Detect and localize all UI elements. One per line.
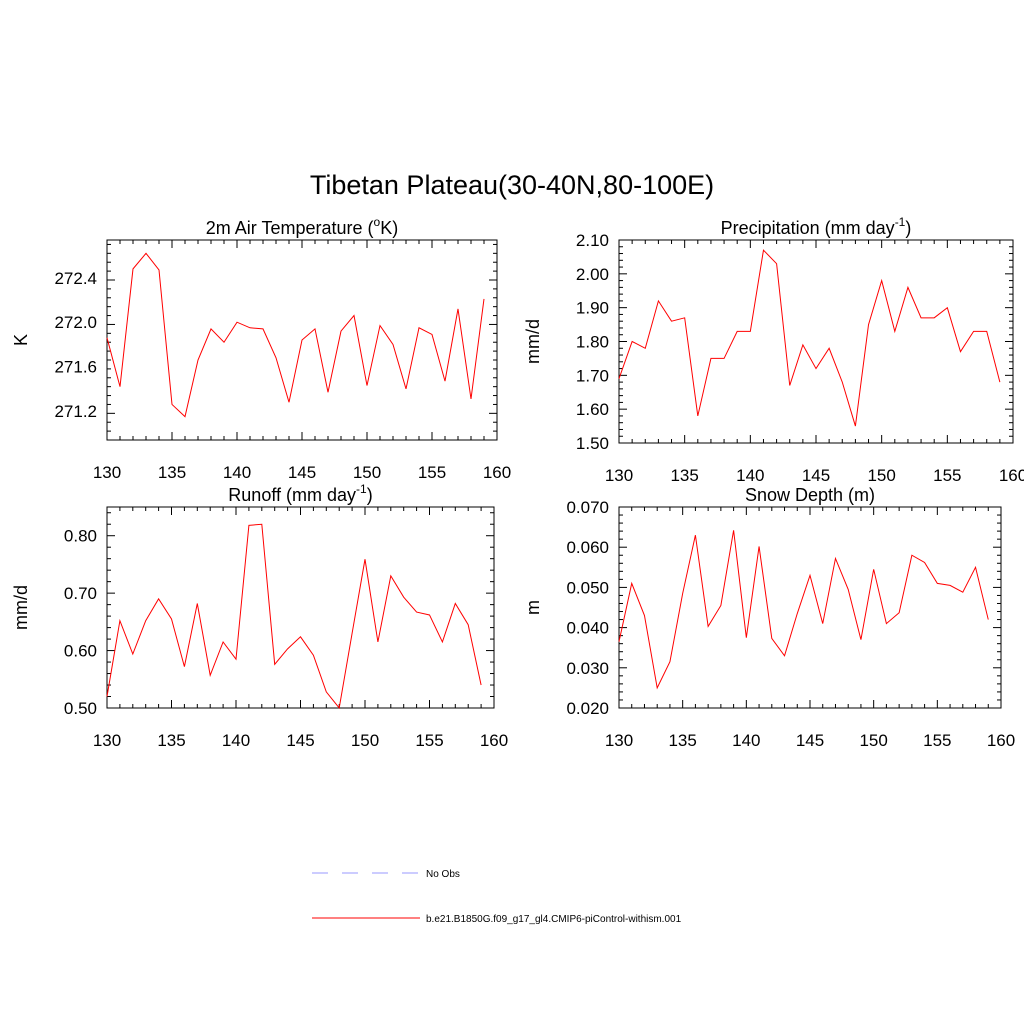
temperature-x-ticks [106,240,498,440]
precipitation-y-tick-label: 2.10 [576,231,609,250]
runoff-y-tick-label: 0.80 [64,527,97,546]
temperature-title: 2m Air Temperature (oK) [206,215,398,238]
runoff-title: Runoff (mm day-1) [228,482,372,505]
precipitation-y-tick-label: 2.00 [576,265,609,284]
snow-depth-series-line [618,530,989,690]
runoff-title-superscript: -1 [356,482,367,496]
panel-snow-depth: Snow Depth (m) 0.020 0.030 0.040 0.050 0.060 0… [523,485,1015,750]
temperature-series-line [106,252,485,418]
precipitation-y-ticks [619,239,1013,444]
panel-runoff: Runoff (mm day-1) 0.50 0.60 0.70 0.80 130 135 1… [11,482,508,750]
runoff-x-tick-label: 150 [351,731,379,750]
legend-label-model: b.e21.B1850G.f09_g17_gl4.CMIP6-piControl… [426,914,682,925]
snow-depth-plot-frame [618,506,1002,709]
precipitation-series-line [618,249,1001,427]
precipitation-y-tick-label: 1.60 [576,400,609,419]
figure-title: Tibetan Plateau(30-40N,80-100E) [310,170,714,200]
runoff-x-tick-label: 130 [93,731,121,750]
temperature-y-tick-label: 271.6 [54,358,97,377]
precipitation-x-tick-label: 160 [999,466,1024,485]
runoff-y-tick-label: 0.70 [64,584,97,603]
precipitation-x-tick-label: 130 [605,466,633,485]
snow-depth-x-tick-label: 140 [732,731,760,750]
snow-depth-x-tick-label: 135 [668,731,696,750]
temperature-x-tick-label: 140 [223,463,251,482]
runoff-x-tick-label: 145 [286,731,314,750]
precipitation-title: Precipitation (mm day-1) [721,215,912,238]
runoff-y-ticks [107,512,494,709]
precipitation-y-tick-label: 1.80 [576,333,609,352]
precipitation-y-axis-label: mm/d [523,319,543,364]
precipitation-plot-frame [618,239,1014,444]
precipitation-x-ticks [618,240,1014,443]
runoff-y-tick-label: 0.60 [64,642,97,661]
precipitation-x-tick-label: 135 [670,466,698,485]
precipitation-x-tick-label: 155 [933,466,961,485]
snow-depth-y-tick-label: 0.030 [566,659,609,678]
snow-depth-y-axis-label: m [523,600,543,615]
runoff-series-line [106,523,482,710]
precipitation-x-tick-label: 150 [867,466,895,485]
precipitation-title-superscript: -1 [895,215,906,229]
precipitation-x-tick-label: 140 [736,466,764,485]
temperature-x-tick-label: 135 [158,463,186,482]
precipitation-y-tick-label: 1.90 [576,299,609,318]
snow-depth-y-tick-label: 0.020 [566,699,609,718]
snow-depth-y-tick-label: 0.060 [566,538,609,557]
runoff-title-tail: ) [367,485,373,505]
temperature-title-tail: K) [380,218,398,238]
temperature-y-ticks [107,243,497,441]
snow-depth-x-tick-label: 160 [987,731,1015,750]
runoff-plot-frame [106,506,495,709]
panel-temperature: 2m Air Temperature (oK) 271.2 271.6 272.0 27… [11,215,511,482]
temperature-x-tick-label: 160 [483,463,511,482]
temperature-y-tick-label: 272.0 [54,313,97,332]
temperature-x-tick-label: 130 [93,463,121,482]
legend-label-obs: No Obs [426,869,460,880]
temperature-title-superscript: o [374,215,381,229]
temperature-y-tick-label: 272.4 [54,269,97,288]
panels: 2m Air Temperature (oK) 271.2 271.6 272.0 27… [11,215,1024,750]
runoff-y-tick-label: 0.50 [64,699,97,718]
panel-precipitation: Precipitation (mm day-1) 1.50 1.60 1.70 1.80… [523,215,1024,485]
snow-depth-x-ticks [618,507,1002,708]
legend: No Obs b.e21.B1850G.f09_g17_gl4.CMIP6-pi… [312,869,682,925]
runoff-x-ticks [106,507,495,708]
snow-depth-y-tick-label: 0.050 [566,578,609,597]
snow-depth-x-tick-label: 145 [796,731,824,750]
precipitation-y-tick-label: 1.70 [576,366,609,385]
temperature-y-tick-label: 271.2 [54,402,97,421]
snow-depth-x-tick-label: 130 [605,731,633,750]
precipitation-title-tail: ) [905,218,911,238]
snow-depth-x-tick-label: 155 [923,731,951,750]
precipitation-x-tick-label: 145 [802,466,830,485]
snow-depth-y-tick-label: 0.070 [566,498,609,517]
temperature-x-tick-label: 150 [353,463,381,482]
temperature-x-tick-label: 145 [288,463,316,482]
runoff-x-tick-label: 140 [222,731,250,750]
temperature-y-axis-label: K [11,334,31,346]
temperature-x-tick-label: 155 [418,463,446,482]
runoff-y-axis-label: mm/d [11,585,31,630]
precipitation-y-tick-label: 1.50 [576,434,609,453]
runoff-x-tick-label: 155 [415,731,443,750]
runoff-x-tick-label: 135 [157,731,185,750]
snow-depth-x-tick-label: 150 [859,731,887,750]
snow-depth-y-tick-label: 0.040 [566,619,609,638]
snow-depth-y-ticks [619,506,1001,709]
runoff-x-tick-label: 160 [480,731,508,750]
snow-depth-title: Snow Depth (m) [745,485,875,505]
